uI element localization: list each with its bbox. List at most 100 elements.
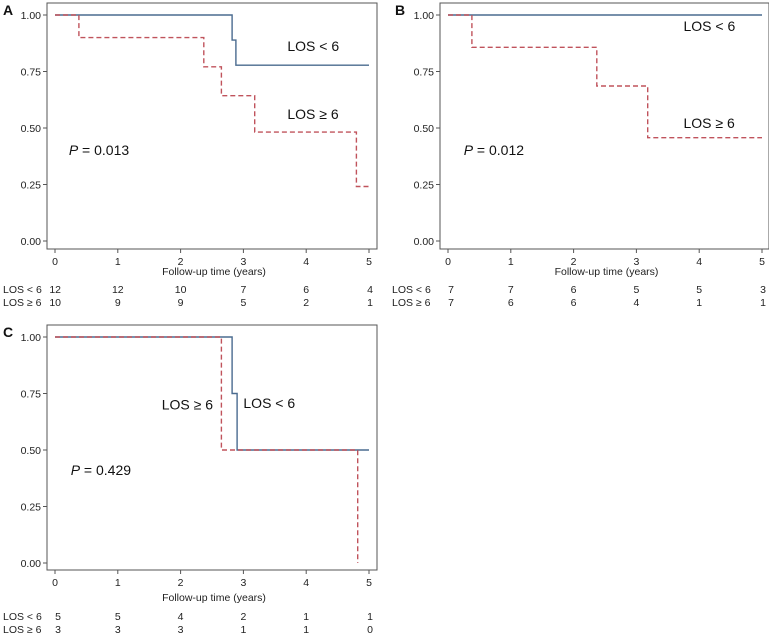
x-tick-label: 0 <box>52 577 58 589</box>
risk-table-value: 12 <box>49 284 61 296</box>
y-tick-label: 0.75 <box>21 389 42 401</box>
risk-table-row-label: LOS ≥ 6 <box>392 297 431 309</box>
series-annotation: LOS ≥ 6 <box>162 396 213 412</box>
y-tick-label: 0.75 <box>414 67 435 79</box>
y-tick-label: 1.00 <box>21 332 42 344</box>
risk-table-value: 1 <box>367 611 373 623</box>
p-value-number: = 0.012 <box>473 142 524 158</box>
risk-table-value: 4 <box>178 611 184 623</box>
x-tick-label: 0 <box>52 256 58 268</box>
series-annotation: LOS < 6 <box>287 38 339 54</box>
risk-table-value: 2 <box>303 297 309 309</box>
risk-table-value: 3 <box>178 624 184 636</box>
plot-frame <box>439 2 769 250</box>
risk-table-value: 5 <box>55 611 61 623</box>
y-tick-label: 0.00 <box>21 558 42 570</box>
p-value-symbol: P <box>71 462 81 478</box>
risk-table-value: 1 <box>367 297 373 309</box>
series-annotation: LOS ≥ 6 <box>684 115 735 131</box>
risk-table-value: 1 <box>760 297 766 309</box>
risk-table-value: 7 <box>448 297 454 309</box>
risk-table-value: 3 <box>115 624 121 636</box>
y-tick-label: 1.00 <box>21 10 42 22</box>
y-tick-label: 0.00 <box>21 236 42 248</box>
series-annotation: LOS < 6 <box>243 395 295 411</box>
risk-table-value: 6 <box>571 297 577 309</box>
y-tick-label: 0.25 <box>21 180 42 192</box>
risk-table-value: 7 <box>508 284 514 296</box>
plot-frame <box>46 324 378 571</box>
p-value-symbol: P <box>69 142 79 158</box>
panel-label: A <box>3 2 13 18</box>
risk-table-row-label: LOS < 6 <box>392 284 431 296</box>
risk-table-row-label: LOS < 6 <box>3 611 42 623</box>
risk-table-row-label: LOS ≥ 6 <box>3 297 42 309</box>
risk-table-value: 9 <box>178 297 184 309</box>
x-tick-label: 0 <box>445 256 451 268</box>
series-line-los-ge-6 <box>448 14 762 139</box>
risk-table-row-label: LOS < 6 <box>3 284 42 296</box>
x-tick-label: 4 <box>303 577 309 589</box>
y-tick-label: 0.50 <box>21 123 42 135</box>
p-value-number: = 0.429 <box>80 462 131 478</box>
plot-frame <box>46 2 378 250</box>
series-line-los-ge-6 <box>55 336 359 563</box>
x-tick-label: 3 <box>240 577 246 589</box>
x-tick-label: 1 <box>115 256 121 268</box>
risk-table-row-label: LOS ≥ 6 <box>3 624 42 636</box>
series-line-los-lt-6 <box>55 336 369 451</box>
risk-table-value: 7 <box>240 284 246 296</box>
risk-table-value: 1 <box>696 297 702 309</box>
series-annotation: LOS < 6 <box>684 18 736 34</box>
risk-table-value: 12 <box>112 284 124 296</box>
risk-table-value: 6 <box>303 284 309 296</box>
y-tick-label: 0.50 <box>414 123 435 135</box>
risk-table-value: 9 <box>115 297 121 309</box>
y-tick-label: 0.25 <box>21 502 42 514</box>
x-tick-label: 5 <box>759 256 765 268</box>
x-tick-label: 3 <box>240 256 246 268</box>
risk-table-value: 0 <box>367 624 373 636</box>
x-axis-title: Follow-up time (years) <box>555 266 659 278</box>
risk-table-value: 10 <box>49 297 61 309</box>
y-tick-label: 0.25 <box>414 180 435 192</box>
series-line-los-ge-6 <box>55 14 369 188</box>
y-tick-label: 0.50 <box>21 445 42 457</box>
x-tick-label: 5 <box>366 577 372 589</box>
risk-table-value: 4 <box>633 297 639 309</box>
panel-label: C <box>3 324 13 340</box>
risk-table-value: 1 <box>303 624 309 636</box>
risk-table-value: 5 <box>696 284 702 296</box>
x-axis-title: Follow-up time (years) <box>162 266 266 278</box>
risk-table-value: 7 <box>448 284 454 296</box>
x-axis-title: Follow-up time (years) <box>162 592 266 604</box>
x-tick-label: 2 <box>178 256 184 268</box>
p-value: P = 0.012 <box>464 142 525 158</box>
risk-table-value: 5 <box>240 297 246 309</box>
x-tick-label: 4 <box>696 256 702 268</box>
x-tick-label: 2 <box>178 577 184 589</box>
x-tick-label: 3 <box>633 256 639 268</box>
risk-table-value: 5 <box>115 611 121 623</box>
y-tick-label: 0.00 <box>414 236 435 248</box>
y-tick-label: 1.00 <box>414 10 435 22</box>
risk-table-value: 4 <box>367 284 373 296</box>
x-tick-label: 2 <box>571 256 577 268</box>
risk-table-value: 2 <box>240 611 246 623</box>
risk-table-value: 6 <box>571 284 577 296</box>
x-tick-label: 1 <box>508 256 514 268</box>
p-value-symbol: P <box>464 142 474 158</box>
p-value-number: = 0.013 <box>78 142 129 158</box>
risk-table-value: 5 <box>633 284 639 296</box>
risk-table-value: 3 <box>760 284 766 296</box>
risk-table-value: 1 <box>240 624 246 636</box>
p-value: P = 0.013 <box>69 142 130 158</box>
series-annotation: LOS ≥ 6 <box>287 106 338 122</box>
risk-table-value: 6 <box>508 297 514 309</box>
p-value: P = 0.429 <box>71 462 132 478</box>
series-line-los-lt-6 <box>55 14 369 66</box>
